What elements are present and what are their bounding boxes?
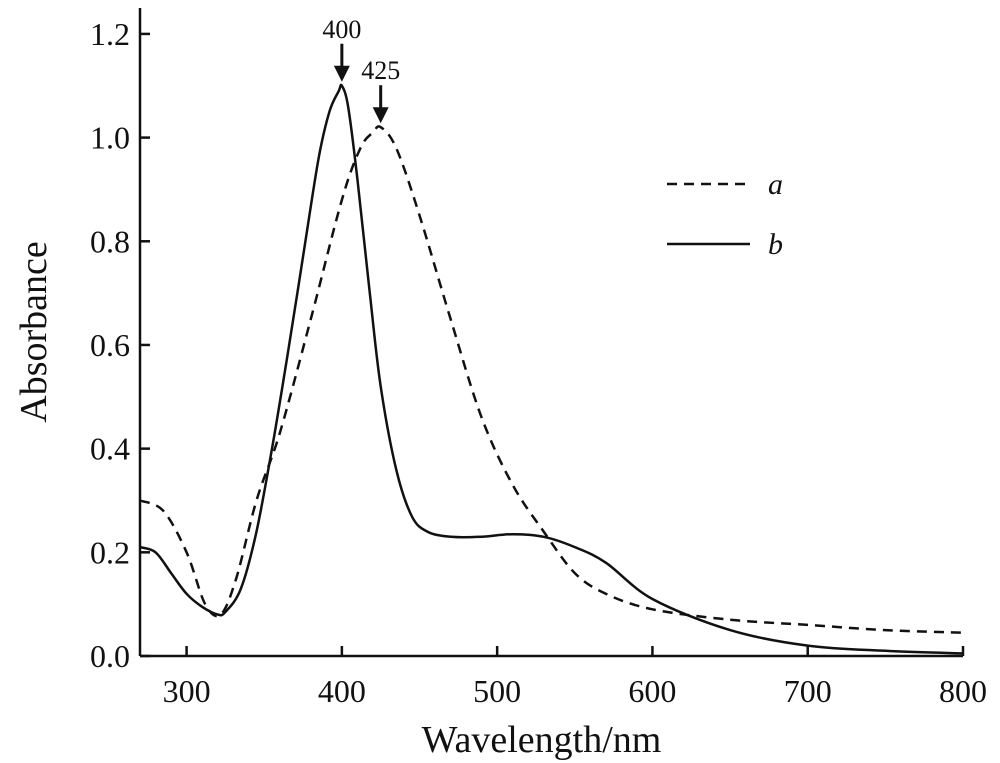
y-tick-label: 0.4	[90, 431, 130, 467]
x-tick-label: 700	[784, 673, 832, 709]
series-a-line	[139, 125, 964, 634]
y-tick-label: 0.6	[90, 327, 130, 363]
y-tick-label: 0.2	[90, 534, 130, 570]
series	[139, 83, 964, 655]
series-b-line	[139, 83, 964, 655]
legend-label-a: a	[768, 168, 783, 201]
annotation-arrow-head	[333, 65, 350, 82]
peak-annotation-label: 425	[361, 56, 400, 85]
x-tick-label: 400	[318, 673, 366, 709]
legend-label-b: b	[768, 228, 783, 261]
legend: ab	[667, 168, 783, 261]
y-axis-title: Absorbance	[13, 241, 55, 422]
peak-annotation-label: 400	[322, 15, 361, 44]
y-tick-label: 1.2	[90, 16, 130, 52]
ticks: 300 400 500 600 700 800 0.0 0.2 0.4 0.6 0.8 1.0 1.2	[90, 16, 987, 709]
y-tick-label: 0.0	[90, 638, 130, 674]
y-tick-label: 0.8	[90, 223, 130, 259]
x-tick-label: 300	[163, 673, 211, 709]
y-tick-label: 1.0	[90, 120, 130, 156]
x-axis-title: Wavelength/nm	[422, 719, 662, 761]
annotation-arrow-head	[372, 107, 389, 124]
x-tick-label: 600	[628, 673, 676, 709]
x-tick-label: 500	[473, 673, 521, 709]
x-tick-label: 800	[939, 673, 987, 709]
axes	[138, 8, 963, 658]
